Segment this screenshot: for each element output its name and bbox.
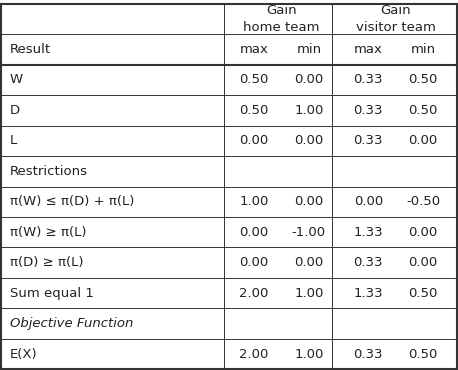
Text: 0.50: 0.50 (409, 74, 438, 87)
Text: L: L (10, 134, 17, 147)
Text: 0.50: 0.50 (409, 347, 438, 361)
Text: Restrictions: Restrictions (10, 165, 88, 178)
Text: -1.00: -1.00 (292, 226, 326, 239)
Text: D: D (10, 104, 20, 117)
Text: 1.33: 1.33 (354, 226, 383, 239)
Text: 0.00: 0.00 (409, 134, 438, 147)
Text: min: min (296, 43, 322, 56)
Text: 0.00: 0.00 (294, 256, 323, 269)
Text: 0.00: 0.00 (409, 256, 438, 269)
Text: max: max (354, 43, 383, 56)
Text: Result: Result (10, 43, 51, 56)
Text: max: max (240, 43, 268, 56)
Text: 0.33: 0.33 (354, 347, 383, 361)
Text: 2.00: 2.00 (240, 287, 269, 300)
Text: 0.33: 0.33 (354, 256, 383, 269)
Text: 0.50: 0.50 (240, 104, 269, 117)
Text: Gain
visitor team: Gain visitor team (356, 4, 436, 34)
Text: 0.33: 0.33 (354, 104, 383, 117)
Text: 1.00: 1.00 (294, 104, 324, 117)
Text: π(W) ≥ π(L): π(W) ≥ π(L) (10, 226, 86, 239)
Text: E(X): E(X) (10, 347, 38, 361)
Text: min: min (410, 43, 436, 56)
Text: 0.00: 0.00 (240, 226, 269, 239)
Text: 1.00: 1.00 (294, 347, 324, 361)
Text: 0.00: 0.00 (294, 195, 323, 208)
Text: -0.50: -0.50 (406, 195, 440, 208)
Text: 1.00: 1.00 (240, 195, 269, 208)
Text: 0.00: 0.00 (294, 74, 323, 87)
Text: π(D) ≥ π(L): π(D) ≥ π(L) (10, 256, 83, 269)
Text: 0.00: 0.00 (354, 195, 383, 208)
Text: W: W (10, 74, 23, 87)
Text: 0.00: 0.00 (409, 226, 438, 239)
Text: 0.50: 0.50 (409, 287, 438, 300)
Text: Gain
home team: Gain home team (243, 4, 320, 34)
Text: Sum equal 1: Sum equal 1 (10, 287, 94, 300)
Text: 0.00: 0.00 (240, 256, 269, 269)
Text: 0.33: 0.33 (354, 134, 383, 147)
Text: 1.33: 1.33 (354, 287, 383, 300)
Text: Objective Function: Objective Function (10, 317, 133, 330)
Text: 2.00: 2.00 (240, 347, 269, 361)
Text: 0.00: 0.00 (240, 134, 269, 147)
Text: 0.33: 0.33 (354, 74, 383, 87)
Text: 0.50: 0.50 (409, 104, 438, 117)
Text: 1.00: 1.00 (294, 287, 324, 300)
Text: 0.00: 0.00 (294, 134, 323, 147)
Text: π(W) ≤ π(D) + π(L): π(W) ≤ π(D) + π(L) (10, 195, 134, 208)
Text: 0.50: 0.50 (240, 74, 269, 87)
